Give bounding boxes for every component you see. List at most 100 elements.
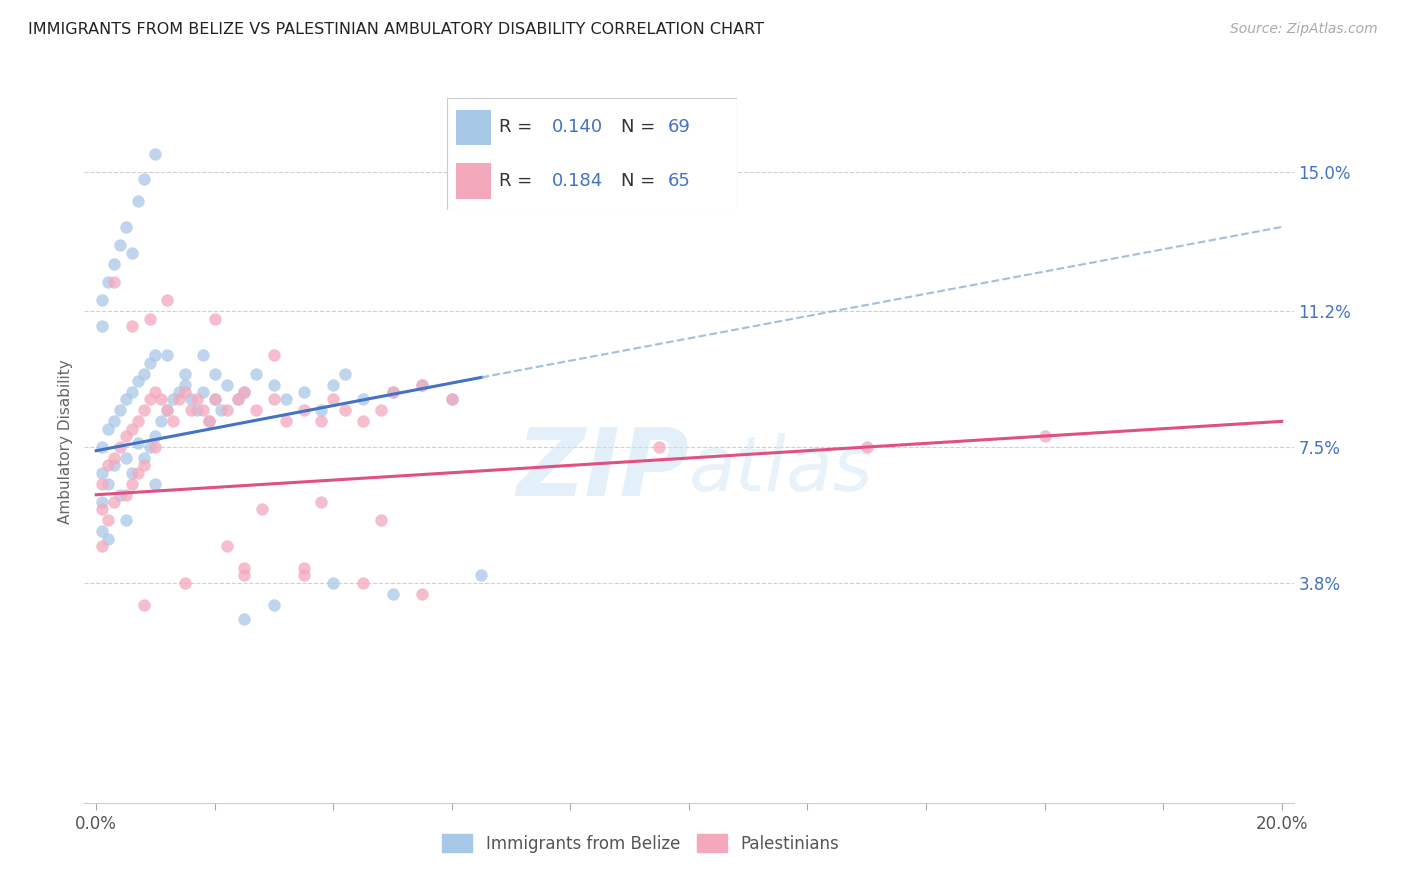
Point [322, 377, 344, 392]
Point [108, 403, 131, 417]
Point [228, 392, 250, 407]
Point [174, 575, 197, 590]
Point [115, 451, 138, 466]
Point [292, 403, 315, 417]
Point [204, 392, 226, 407]
Point [311, 403, 333, 417]
Point [91, 539, 114, 553]
Point [162, 392, 184, 407]
Point [103, 495, 125, 509]
Point [156, 293, 179, 308]
Point [440, 392, 463, 407]
Point [162, 414, 184, 428]
Point [145, 476, 167, 491]
Point [233, 612, 256, 626]
Point [381, 587, 404, 601]
Point [263, 348, 285, 362]
Point [191, 348, 214, 362]
Point [103, 451, 125, 466]
Point [233, 568, 256, 582]
Point [97, 513, 120, 527]
Point [121, 245, 143, 260]
Point [115, 513, 138, 527]
Point [333, 367, 356, 381]
Point [132, 367, 155, 381]
Point [97, 532, 120, 546]
Point [121, 318, 143, 333]
Point [209, 403, 232, 417]
Point [91, 466, 114, 480]
Point [138, 392, 160, 407]
Point [115, 392, 138, 407]
Point [411, 377, 433, 392]
Point [121, 466, 143, 480]
Point [274, 392, 297, 407]
Point [91, 502, 114, 516]
Point [186, 392, 208, 407]
Point [132, 403, 155, 417]
Point [174, 384, 197, 399]
Point [121, 476, 143, 491]
Point [97, 275, 120, 289]
Point [411, 377, 433, 392]
Point [381, 384, 404, 399]
Point [333, 403, 356, 417]
Y-axis label: Ambulatory Disability: Ambulatory Disability [58, 359, 73, 524]
Text: atlas: atlas [689, 434, 873, 508]
Point [167, 392, 190, 407]
Point [411, 587, 433, 601]
Point [97, 476, 120, 491]
Point [1033, 429, 1056, 443]
Point [132, 172, 155, 186]
Point [115, 429, 138, 443]
Point [150, 414, 173, 428]
Point [145, 440, 167, 454]
Point [132, 598, 155, 612]
Point [204, 311, 226, 326]
Point [127, 414, 149, 428]
Point [115, 219, 138, 234]
Point [127, 374, 149, 388]
Point [311, 414, 333, 428]
Point [263, 392, 285, 407]
Point [648, 440, 671, 454]
Point [322, 392, 344, 407]
Point [470, 568, 492, 582]
Point [352, 392, 374, 407]
Point [156, 403, 179, 417]
Point [115, 488, 138, 502]
Point [127, 194, 149, 209]
Point [370, 403, 392, 417]
Legend: Immigrants from Belize, Palestinians: Immigrants from Belize, Palestinians [436, 828, 845, 860]
Point [215, 403, 238, 417]
Point [132, 451, 155, 466]
Point [127, 436, 149, 450]
Point [250, 502, 273, 516]
Point [292, 568, 315, 582]
Point [91, 476, 114, 491]
Point [103, 458, 125, 473]
Point [91, 318, 114, 333]
Point [97, 422, 120, 436]
Point [263, 377, 285, 392]
Point [274, 414, 297, 428]
Point [167, 384, 190, 399]
Point [132, 458, 155, 473]
Point [204, 367, 226, 381]
Point [145, 146, 167, 161]
Point [180, 403, 202, 417]
Point [103, 275, 125, 289]
Point [138, 356, 160, 370]
Point [97, 458, 120, 473]
Point [186, 403, 208, 417]
Point [322, 575, 344, 590]
Point [228, 392, 250, 407]
Point [292, 384, 315, 399]
Point [381, 384, 404, 399]
Point [233, 561, 256, 575]
Point [191, 403, 214, 417]
Point [150, 392, 173, 407]
Point [138, 440, 160, 454]
Text: ZIP: ZIP [516, 425, 689, 516]
Point [145, 348, 167, 362]
